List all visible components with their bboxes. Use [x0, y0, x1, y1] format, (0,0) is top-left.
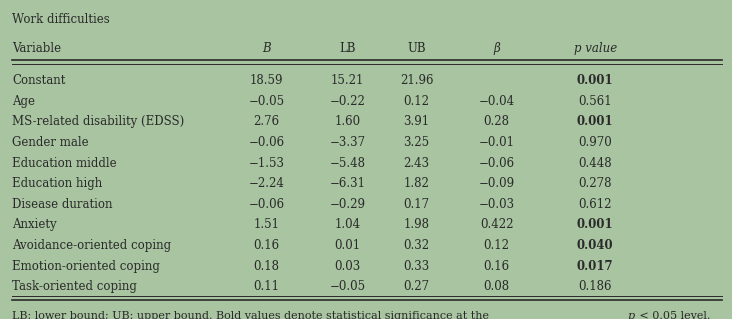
- Text: 0.448: 0.448: [578, 157, 612, 170]
- Text: Education middle: Education middle: [12, 157, 117, 170]
- Text: β: β: [493, 42, 500, 55]
- Text: −0.06: −0.06: [479, 157, 515, 170]
- Text: 0.16: 0.16: [483, 260, 509, 273]
- Text: 0.612: 0.612: [578, 198, 612, 211]
- Text: −0.01: −0.01: [479, 136, 515, 149]
- Text: 0.27: 0.27: [403, 280, 430, 293]
- Text: 0.278: 0.278: [578, 177, 612, 190]
- Text: < 0.05 level.: < 0.05 level.: [636, 311, 711, 319]
- Text: 0.01: 0.01: [335, 239, 361, 252]
- Text: 0.186: 0.186: [578, 280, 612, 293]
- Text: −6.31: −6.31: [329, 177, 366, 190]
- Text: Task-oriented coping: Task-oriented coping: [12, 280, 137, 293]
- Text: 15.21: 15.21: [331, 74, 365, 87]
- Text: 0.03: 0.03: [335, 260, 361, 273]
- Text: Disease duration: Disease duration: [12, 198, 113, 211]
- Text: 0.970: 0.970: [578, 136, 612, 149]
- Text: Age: Age: [12, 95, 35, 108]
- Text: 18.59: 18.59: [250, 74, 283, 87]
- Text: 0.33: 0.33: [403, 260, 430, 273]
- Text: 0.12: 0.12: [403, 95, 430, 108]
- Text: Constant: Constant: [12, 74, 66, 87]
- Text: 0.422: 0.422: [479, 219, 513, 231]
- Text: 0.561: 0.561: [578, 95, 612, 108]
- Text: −3.37: −3.37: [329, 136, 366, 149]
- Text: −0.03: −0.03: [479, 198, 515, 211]
- Text: 2.43: 2.43: [403, 157, 430, 170]
- Text: 3.25: 3.25: [403, 136, 430, 149]
- Text: 0.040: 0.040: [577, 239, 613, 252]
- Text: LB: LB: [340, 42, 356, 55]
- Text: MS-related disability (EDSS): MS-related disability (EDSS): [12, 115, 184, 128]
- Text: −0.05: −0.05: [248, 95, 285, 108]
- Text: 0.001: 0.001: [577, 115, 613, 128]
- Text: −1.53: −1.53: [248, 157, 285, 170]
- Text: 0.001: 0.001: [577, 219, 613, 231]
- Text: 0.11: 0.11: [253, 280, 280, 293]
- Text: 0.08: 0.08: [483, 280, 509, 293]
- Text: −0.06: −0.06: [248, 198, 285, 211]
- Text: Emotion-oriented coping: Emotion-oriented coping: [12, 260, 160, 273]
- Text: Avoidance-oriented coping: Avoidance-oriented coping: [12, 239, 171, 252]
- Text: −0.29: −0.29: [329, 198, 366, 211]
- Text: −5.48: −5.48: [329, 157, 366, 170]
- Text: B: B: [262, 42, 271, 55]
- Text: p: p: [627, 311, 635, 319]
- Text: UB: UB: [407, 42, 426, 55]
- Text: 1.82: 1.82: [404, 177, 430, 190]
- Text: Variable: Variable: [12, 42, 61, 55]
- Text: p value: p value: [574, 42, 617, 55]
- Text: 0.18: 0.18: [253, 260, 280, 273]
- Text: −0.04: −0.04: [479, 95, 515, 108]
- Text: 0.16: 0.16: [253, 239, 280, 252]
- Text: Education high: Education high: [12, 177, 102, 190]
- Text: 0.017: 0.017: [577, 260, 613, 273]
- Text: 3.91: 3.91: [403, 115, 430, 128]
- Text: −0.22: −0.22: [329, 95, 366, 108]
- Text: 0.17: 0.17: [403, 198, 430, 211]
- Text: 1.51: 1.51: [253, 219, 280, 231]
- Text: 2.76: 2.76: [253, 115, 280, 128]
- Text: 1.04: 1.04: [335, 219, 361, 231]
- Text: 0.28: 0.28: [484, 115, 509, 128]
- Text: 1.98: 1.98: [403, 219, 430, 231]
- Text: LB: lower bound; UB: upper bound. Bold values denote statistical significance at: LB: lower bound; UB: upper bound. Bold v…: [12, 311, 493, 319]
- Text: Gender male: Gender male: [12, 136, 89, 149]
- Text: 1.60: 1.60: [335, 115, 361, 128]
- Text: 0.32: 0.32: [403, 239, 430, 252]
- Text: Anxiety: Anxiety: [12, 219, 57, 231]
- Text: Work difficulties: Work difficulties: [12, 13, 110, 26]
- Text: 0.12: 0.12: [484, 239, 509, 252]
- Text: 0.001: 0.001: [577, 74, 613, 87]
- Text: −0.05: −0.05: [329, 280, 366, 293]
- Text: −0.06: −0.06: [248, 136, 285, 149]
- Text: −2.24: −2.24: [248, 177, 284, 190]
- Text: −0.09: −0.09: [479, 177, 515, 190]
- Text: 21.96: 21.96: [400, 74, 433, 87]
